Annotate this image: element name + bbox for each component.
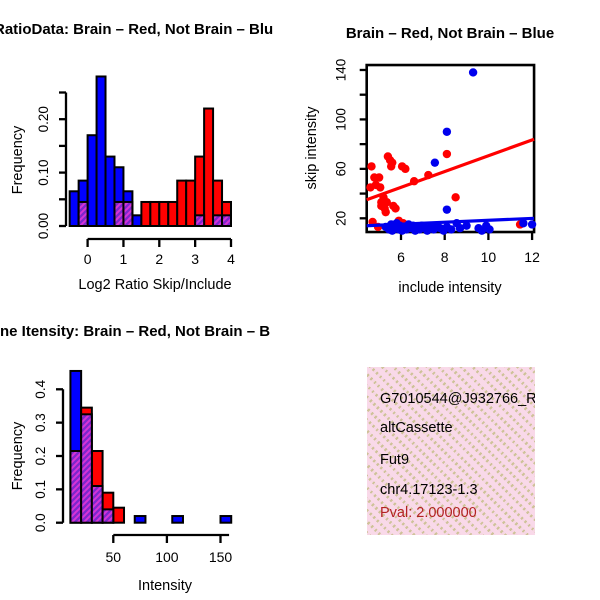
y-tick-label: 0.00 [36, 213, 51, 239]
panel-hist-log2ratio: RatioData: Brain – Red, Not Brain – Blu 0… [0, 21, 273, 293]
bar-overlap-purple-hatch [77, 200, 89, 228]
x-tick-label: 12 [524, 249, 540, 265]
bar-brain-red [158, 200, 170, 228]
bar-not-brain-blue [219, 515, 233, 524]
point-not-brain-blue [447, 225, 456, 234]
y-tick-label: 0.0 [33, 513, 48, 532]
x-tick-label: 100 [155, 549, 179, 565]
bar-not-brain-blue [133, 515, 147, 524]
chart-title: ne Itensity: Brain – Red, Not Brain – B [0, 323, 270, 340]
x-tick-label: 1 [120, 251, 128, 267]
bar-overlap-purple-hatch [122, 200, 134, 228]
point-not-brain-blue [455, 223, 465, 233]
point-not-brain-blue [527, 220, 537, 229]
info-line-pval: Pval: 2.000000 [380, 505, 477, 521]
x-tick-label: 8 [441, 249, 449, 265]
bar-overlap-purple-hatch [69, 449, 83, 524]
y-axis-title: Frequency [10, 125, 26, 194]
trend-not-brain-blue-fit [366, 216, 535, 228]
point-brain-red [382, 198, 391, 207]
point-brain-red [388, 158, 397, 167]
x-tick-label: 150 [209, 549, 233, 565]
y-tick-label: 100 [334, 108, 349, 131]
info-line-locus: chr4.17123-1.3 [380, 482, 478, 498]
point-brain-red [451, 193, 460, 202]
info-box: G7010544@J932766_R0 altCassette Fut9 chr… [367, 367, 535, 535]
bar-brain-red [176, 179, 188, 227]
y-axis-title: Frequency [10, 421, 26, 490]
bar-not-brain-blue [104, 155, 116, 227]
bar-overlap-purple-hatch [113, 200, 125, 228]
point-not-brain-blue [485, 225, 494, 234]
x-axis-title: Intensity [138, 578, 193, 594]
point-brain-red [381, 207, 390, 217]
point-not-brain-blue [430, 158, 440, 167]
x-tick-label: 6 [397, 249, 405, 265]
info-line-probe-id: G7010544@J932766_R0 [380, 391, 535, 407]
bar-brain-red [149, 200, 161, 228]
bar-overlap-purple-hatch [90, 485, 104, 524]
point-not-brain-blue [468, 68, 478, 77]
point-not-brain-blue [462, 221, 471, 230]
y-tick-label: 20 [334, 211, 349, 226]
x-tick-label: 3 [191, 251, 199, 267]
bar-brain-red [167, 200, 179, 228]
bar-brain-red [185, 179, 197, 227]
point-brain-red [442, 149, 452, 159]
info-line-gene: Fut9 [380, 452, 410, 468]
point-brain-red [376, 183, 385, 192]
y-tick-label: 0.20 [36, 106, 51, 132]
bar-overlap-purple-hatch [101, 508, 115, 524]
bar-not-brain-blue [171, 515, 184, 524]
point-not-brain-blue [442, 205, 452, 214]
bar-overlap-purple-hatch [80, 413, 93, 524]
bar-not-brain-blue [86, 134, 98, 227]
x-tick-label: 4 [227, 251, 235, 267]
bar-overlap-purple-hatch [221, 214, 233, 228]
point-not-brain-blue [519, 219, 528, 228]
bar-overlap-purple-hatch [194, 214, 206, 228]
y-tick-label: 60 [334, 161, 349, 176]
x-tick-label: 10 [481, 249, 497, 265]
bar-not-brain-blue [131, 214, 143, 228]
y-tick-label: 0.10 [36, 159, 51, 185]
y-tick-label: 0.3 [33, 413, 48, 432]
bar-brain-red [203, 107, 215, 227]
panel-hist-intensity: ne Itensity: Brain – Red, Not Brain – B 0… [0, 323, 270, 594]
chart-title: RatioData: Brain – Red, Not Brain – Blu [0, 21, 273, 38]
y-tick-label: 0.2 [33, 447, 48, 466]
y-axis-title: skip intensity [304, 106, 320, 190]
panel-scatter-intensity: Brain – Red, Not Brain – Blue 20 60 100 140 s… [304, 25, 554, 296]
point-brain-red [391, 204, 400, 213]
point-brain-red [374, 173, 384, 182]
chart-title: Brain – Red, Not Brain – Blue [346, 25, 554, 42]
y-tick-label: 140 [334, 59, 349, 82]
point-brain-red [401, 164, 410, 174]
x-axis-title: include intensity [398, 280, 502, 296]
bar-brain-red [112, 506, 126, 524]
bar-brain-red [140, 200, 152, 228]
point-brain-red [367, 162, 376, 171]
bar-not-brain-blue [95, 75, 107, 228]
x-axis-title: Log2 Ratio Skip/Include [78, 277, 231, 293]
y-tick-label: 0.4 [33, 379, 48, 398]
info-line-event-type: altCassette [380, 420, 453, 436]
trend-brain-red-fit [366, 137, 535, 202]
x-tick-label: 50 [106, 549, 122, 565]
bar-not-brain-blue [68, 190, 80, 227]
x-tick-label: 0 [84, 251, 92, 267]
point-not-brain-blue [442, 127, 452, 136]
y-tick-label: 0.1 [33, 480, 48, 499]
bar-overlap-purple-hatch [212, 214, 224, 228]
x-tick-label: 2 [155, 251, 163, 267]
